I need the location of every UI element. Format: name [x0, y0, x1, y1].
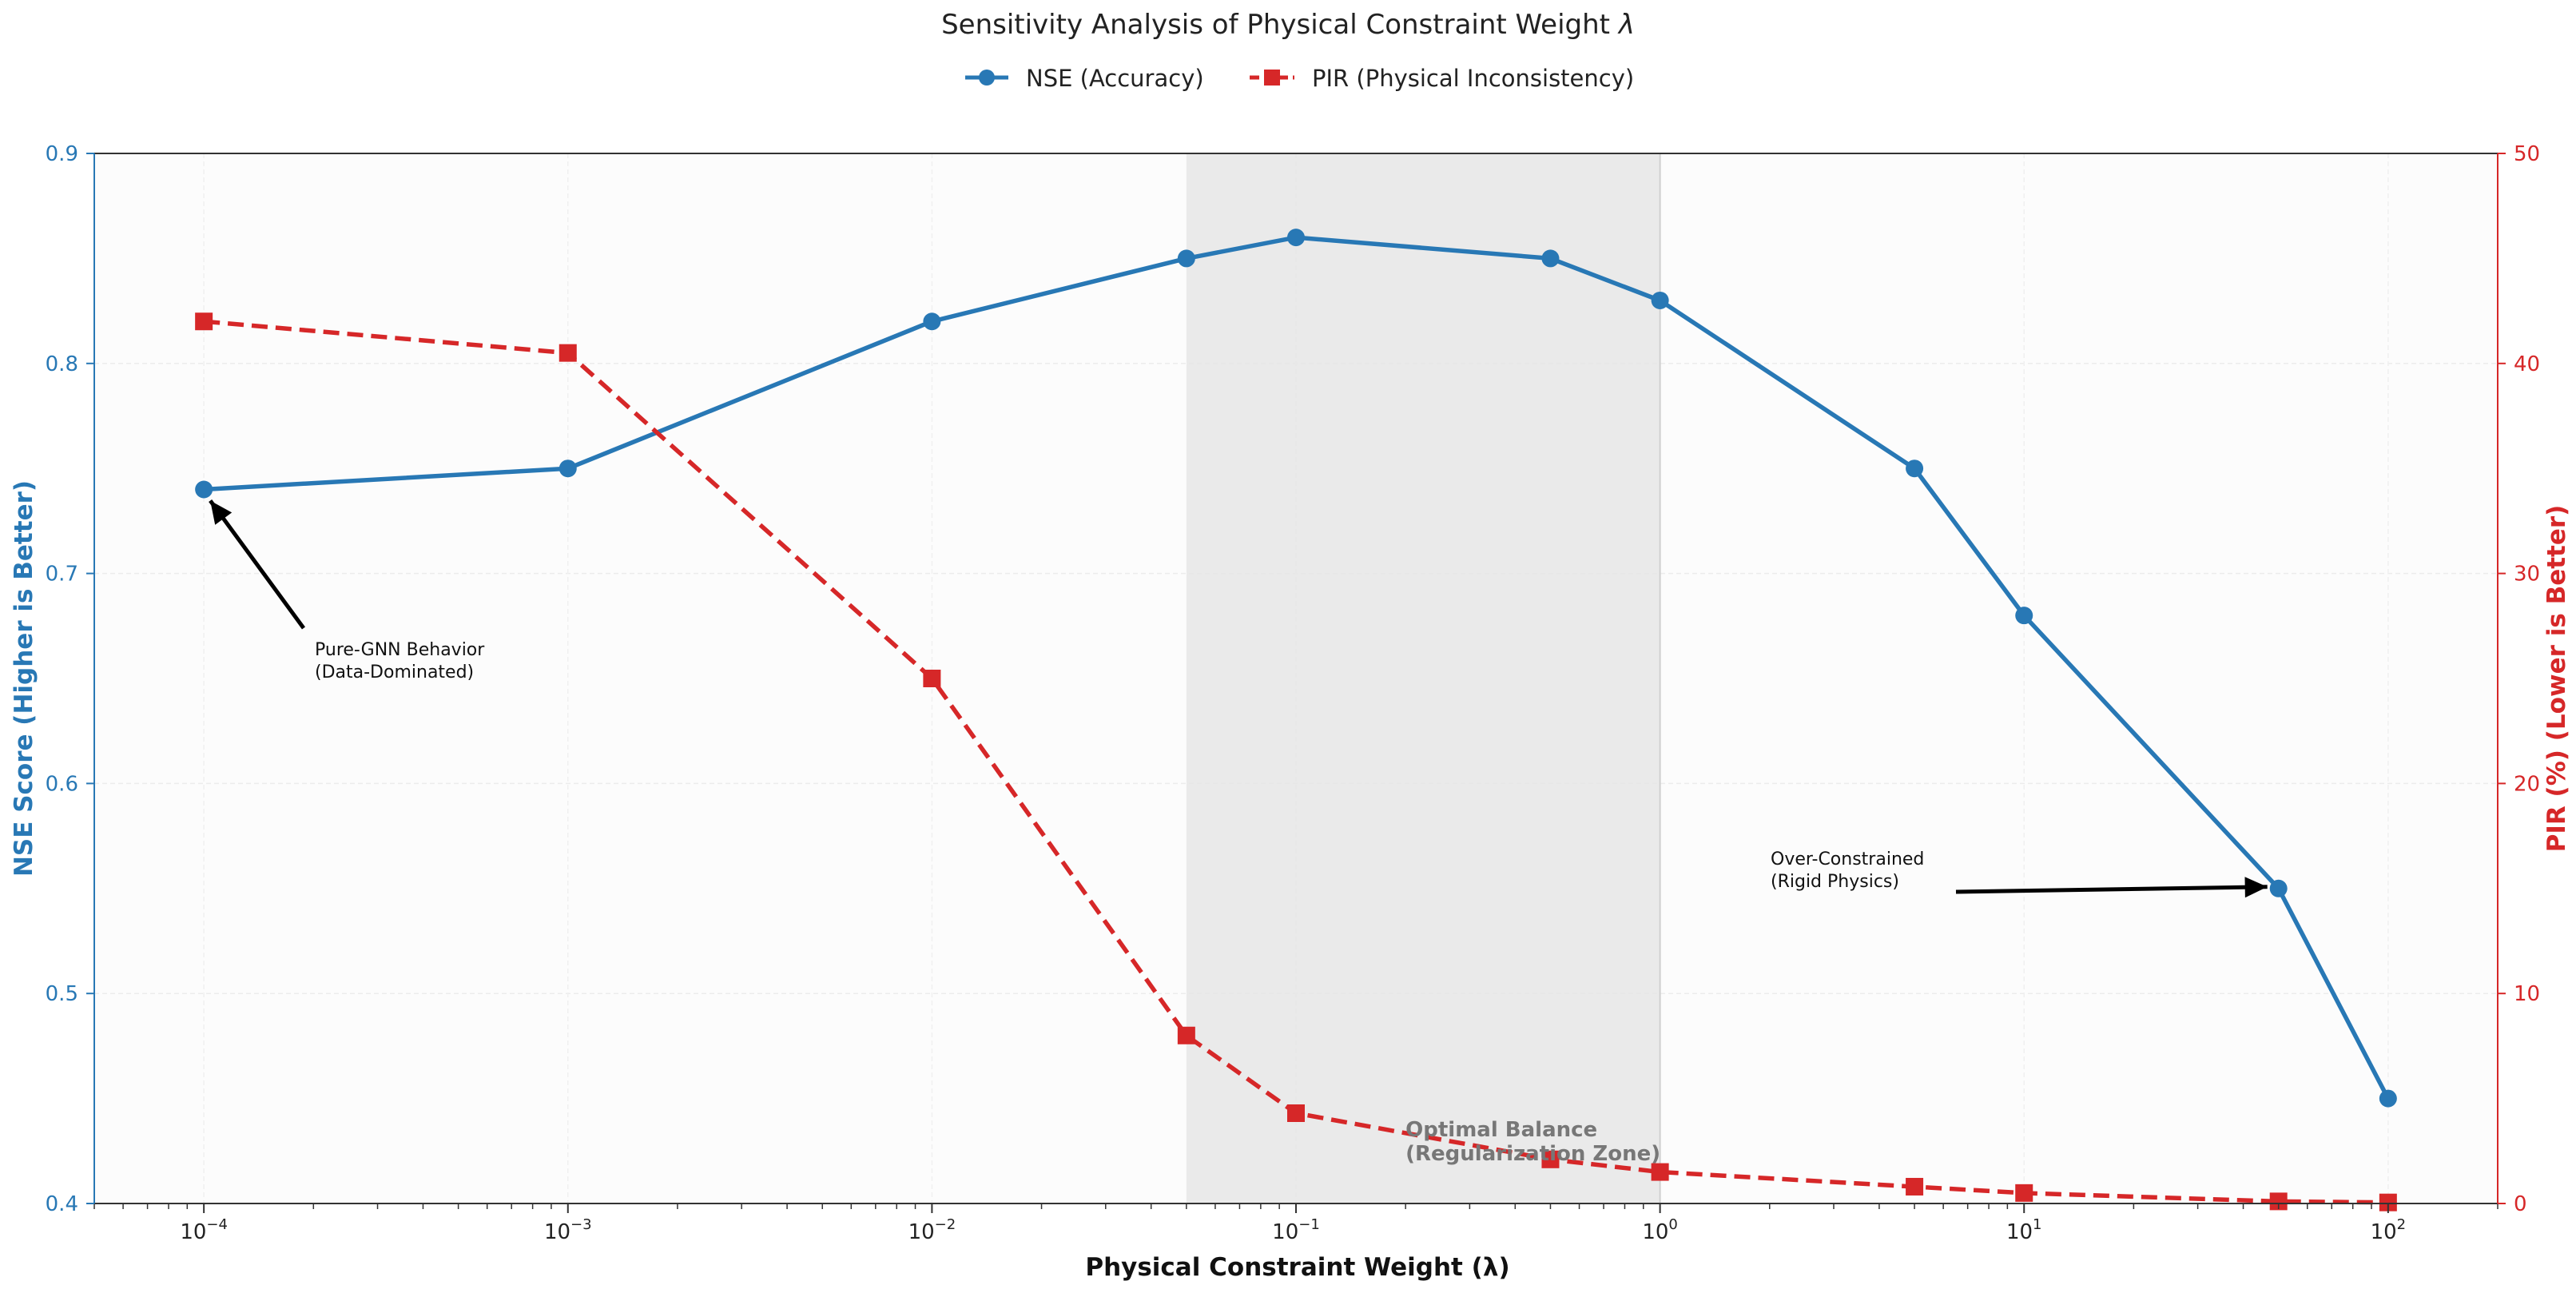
y-left-tick-label: 0.6	[46, 772, 78, 796]
annotation-arrow-pure-gnn-shaft	[209, 499, 306, 630]
pir-point	[923, 670, 941, 687]
y-right-tick-label: 20	[2514, 772, 2540, 796]
y-axis-right-label: PIR (%) (Lower is Better)	[2542, 505, 2571, 853]
y-left-tick-label: 0.4	[46, 1192, 78, 1216]
pir-point	[1287, 1104, 1305, 1122]
annotation-over-constrained-line2: (Rigid Physics)	[1771, 872, 1899, 892]
legend: NSE (Accuracy) PIR (Physical Inconsisten…	[965, 65, 1634, 92]
y-axis-left-label: NSE Score (Higher is Better)	[10, 480, 38, 877]
x-tick-label: 10−4	[180, 1216, 228, 1244]
annotation-pure-gnn-line2: (Data-Dominated)	[315, 662, 474, 682]
pir-point	[2379, 1193, 2397, 1211]
y-left-tick-label: 0.9	[46, 142, 78, 166]
pir-point	[195, 312, 213, 331]
y-left-tick-label: 0.5	[46, 982, 78, 1006]
legend-nse-label: NSE (Accuracy)	[1026, 65, 1204, 92]
nse-point	[559, 460, 577, 478]
nse-point	[2015, 607, 2033, 625]
optimal-zone-shading	[1186, 153, 1660, 1203]
nse-point	[1177, 249, 1195, 268]
nse-point	[1541, 249, 1560, 268]
annotation-arrow-pure-gnn-head	[210, 500, 233, 525]
nse-point	[1906, 460, 1924, 478]
y-right-tick-label: 40	[2514, 352, 2540, 376]
x-axis-label: Physical Constraint Weight (λ)	[1085, 1253, 1509, 1282]
legend-pir-label: PIR (Physical Inconsistency)	[1312, 65, 1634, 92]
chart-title: Sensitivity Analysis of Physical Constra…	[941, 9, 1635, 41]
nse-point	[195, 480, 213, 499]
nse-point	[2379, 1089, 2397, 1108]
nse-point	[923, 312, 941, 331]
annotation-arrow-over-constrained-head	[2244, 877, 2268, 898]
pir-point	[1906, 1177, 1924, 1196]
x-tick-label: 10−2	[908, 1216, 956, 1244]
optimal-zone-label: Optimal Balance	[1405, 1118, 1597, 1142]
chart-title-symbol: λ	[1617, 9, 1635, 41]
x-tick-label: 10−1	[1272, 1216, 1320, 1244]
nse-point	[1287, 229, 1305, 247]
pir-point	[1651, 1163, 1669, 1181]
legend-nse-marker	[979, 70, 995, 86]
y-left-tick-label: 0.8	[46, 352, 78, 376]
pir-point	[1541, 1150, 1560, 1168]
y-right-tick-label: 50	[2514, 142, 2540, 166]
x-tick-label: 100	[1642, 1216, 1678, 1244]
x-tick-label: 102	[2371, 1216, 2407, 1244]
optimal-zone-sublabel: (Regularization Zone)	[1405, 1142, 1660, 1166]
y-right-tick-label: 30	[2514, 563, 2540, 587]
y-right-tick-label: 10	[2514, 982, 2540, 1006]
annotation-over-constrained-line1: Over-Constrained	[1771, 849, 1924, 869]
legend-pir-marker	[1264, 70, 1280, 86]
nse-point	[1651, 291, 1669, 309]
nse-point	[2269, 879, 2288, 897]
pir-point	[2269, 1192, 2288, 1211]
y-left-tick-label: 0.7	[46, 563, 78, 587]
annotation-pure-gnn-line1: Pure-GNN Behavior	[315, 640, 485, 660]
pir-point	[2015, 1184, 2033, 1202]
x-tick-label: 10−3	[544, 1216, 592, 1244]
pir-point	[559, 344, 577, 362]
pir-point	[1177, 1026, 1195, 1044]
annotation-arrow-over-constrained-shaft	[1955, 885, 2268, 894]
y-right-tick-label: 0	[2514, 1192, 2527, 1216]
chart-title-text: Sensitivity Analysis of Physical Constra…	[941, 9, 1610, 41]
x-tick-label: 101	[2006, 1216, 2042, 1244]
